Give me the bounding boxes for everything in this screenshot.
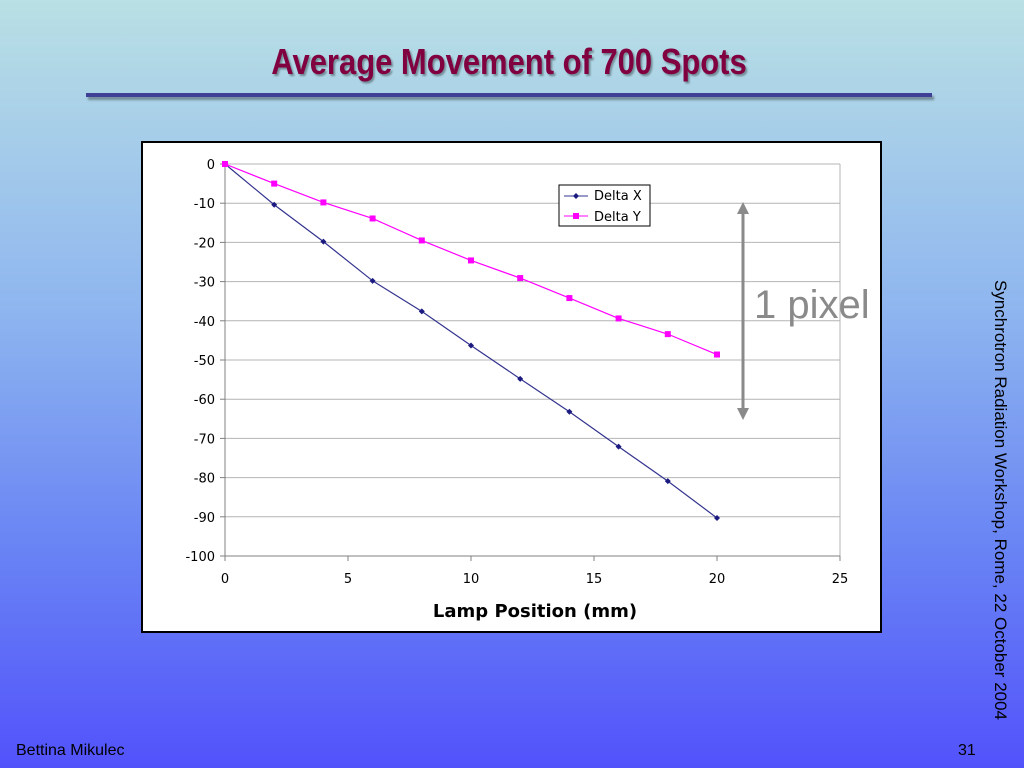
legend: Delta X Delta Y [558,184,651,227]
y-tick-label-0: 0 [207,158,215,173]
point-delta-x-6 [517,375,524,382]
point-delta-x-1 [271,201,278,208]
y-tick-label-1: -10 [194,197,215,212]
x-tick-label-3: 15 [586,572,603,587]
point-delta-y-5 [468,257,474,264]
slide-title: Average Movement of 700 Spots [271,41,747,82]
point-delta-y-1 [271,180,278,187]
point-delta-x-10 [714,514,720,521]
chart-container: 0 -10 -20 -30 -40 -50 -60 -70 -80 -90 -100 0 5 10 15 20… [141,141,882,633]
y-tick-label-9: -90 [194,511,215,526]
point-delta-x-9 [664,478,671,485]
legend-label-delta-y: Delta Y [594,210,641,225]
y-tick-label-10: -100 [185,550,215,565]
point-delta-y-9 [664,331,671,338]
legend-label-delta-x: Delta X [594,189,642,204]
point-delta-y-10 [714,351,720,358]
y-tick-label-8: -80 [194,472,215,487]
point-delta-y-3 [369,215,376,222]
line-chart: 0 -10 -20 -30 -40 -50 -60 -70 -80 -90 -100 0 5 10 15 20… [185,158,848,622]
series-lines [222,161,720,521]
author-name: Bettina Mikulec [16,742,125,759]
point-delta-x-8 [615,443,622,450]
workshop-label: Synchrotron Radiation Workshop, Rome, 22… [991,279,1010,721]
point-delta-y-0 [222,161,228,167]
point-delta-y-4 [418,237,425,244]
y-tick-label-2: -20 [194,236,215,251]
point-delta-y-2 [320,199,327,206]
legend-marker-delta-x [573,193,579,199]
x-axis-label: Lamp Position (mm) [433,601,637,622]
legend-box [558,184,651,227]
y-tick-label-6: -60 [194,393,215,408]
point-delta-y-7 [566,295,573,302]
point-delta-x-3 [369,277,376,284]
y-tick-label-4: -40 [194,315,215,330]
x-tick-label-2: 10 [463,572,480,587]
y-tick-label-3: -30 [194,276,215,291]
double-arrow-icon [737,202,749,420]
point-delta-x-2 [320,238,327,245]
x-tick-label-4: 20 [709,572,726,587]
point-delta-y-8 [615,315,622,322]
point-delta-y-6 [517,275,524,282]
pixel-annotation: 1 pixel [754,283,870,327]
title-rule [86,93,932,97]
tick-labels: 0 -10 -20 -30 -40 -50 -60 -70 -80 -90 -100 0 5 10 15 20… [185,158,848,587]
point-delta-x-4 [418,308,425,315]
page-number: 31 [958,742,976,759]
x-tick-label-0: 0 [221,572,229,587]
point-delta-x-7 [566,408,573,415]
y-tick-label-7: -70 [194,432,215,447]
x-tick-label-1: 5 [344,572,352,587]
legend-marker-delta-y [573,213,579,219]
x-tick-label-5: 25 [832,572,849,587]
point-delta-x-5 [468,342,474,349]
y-tick-label-5: -50 [194,354,215,369]
